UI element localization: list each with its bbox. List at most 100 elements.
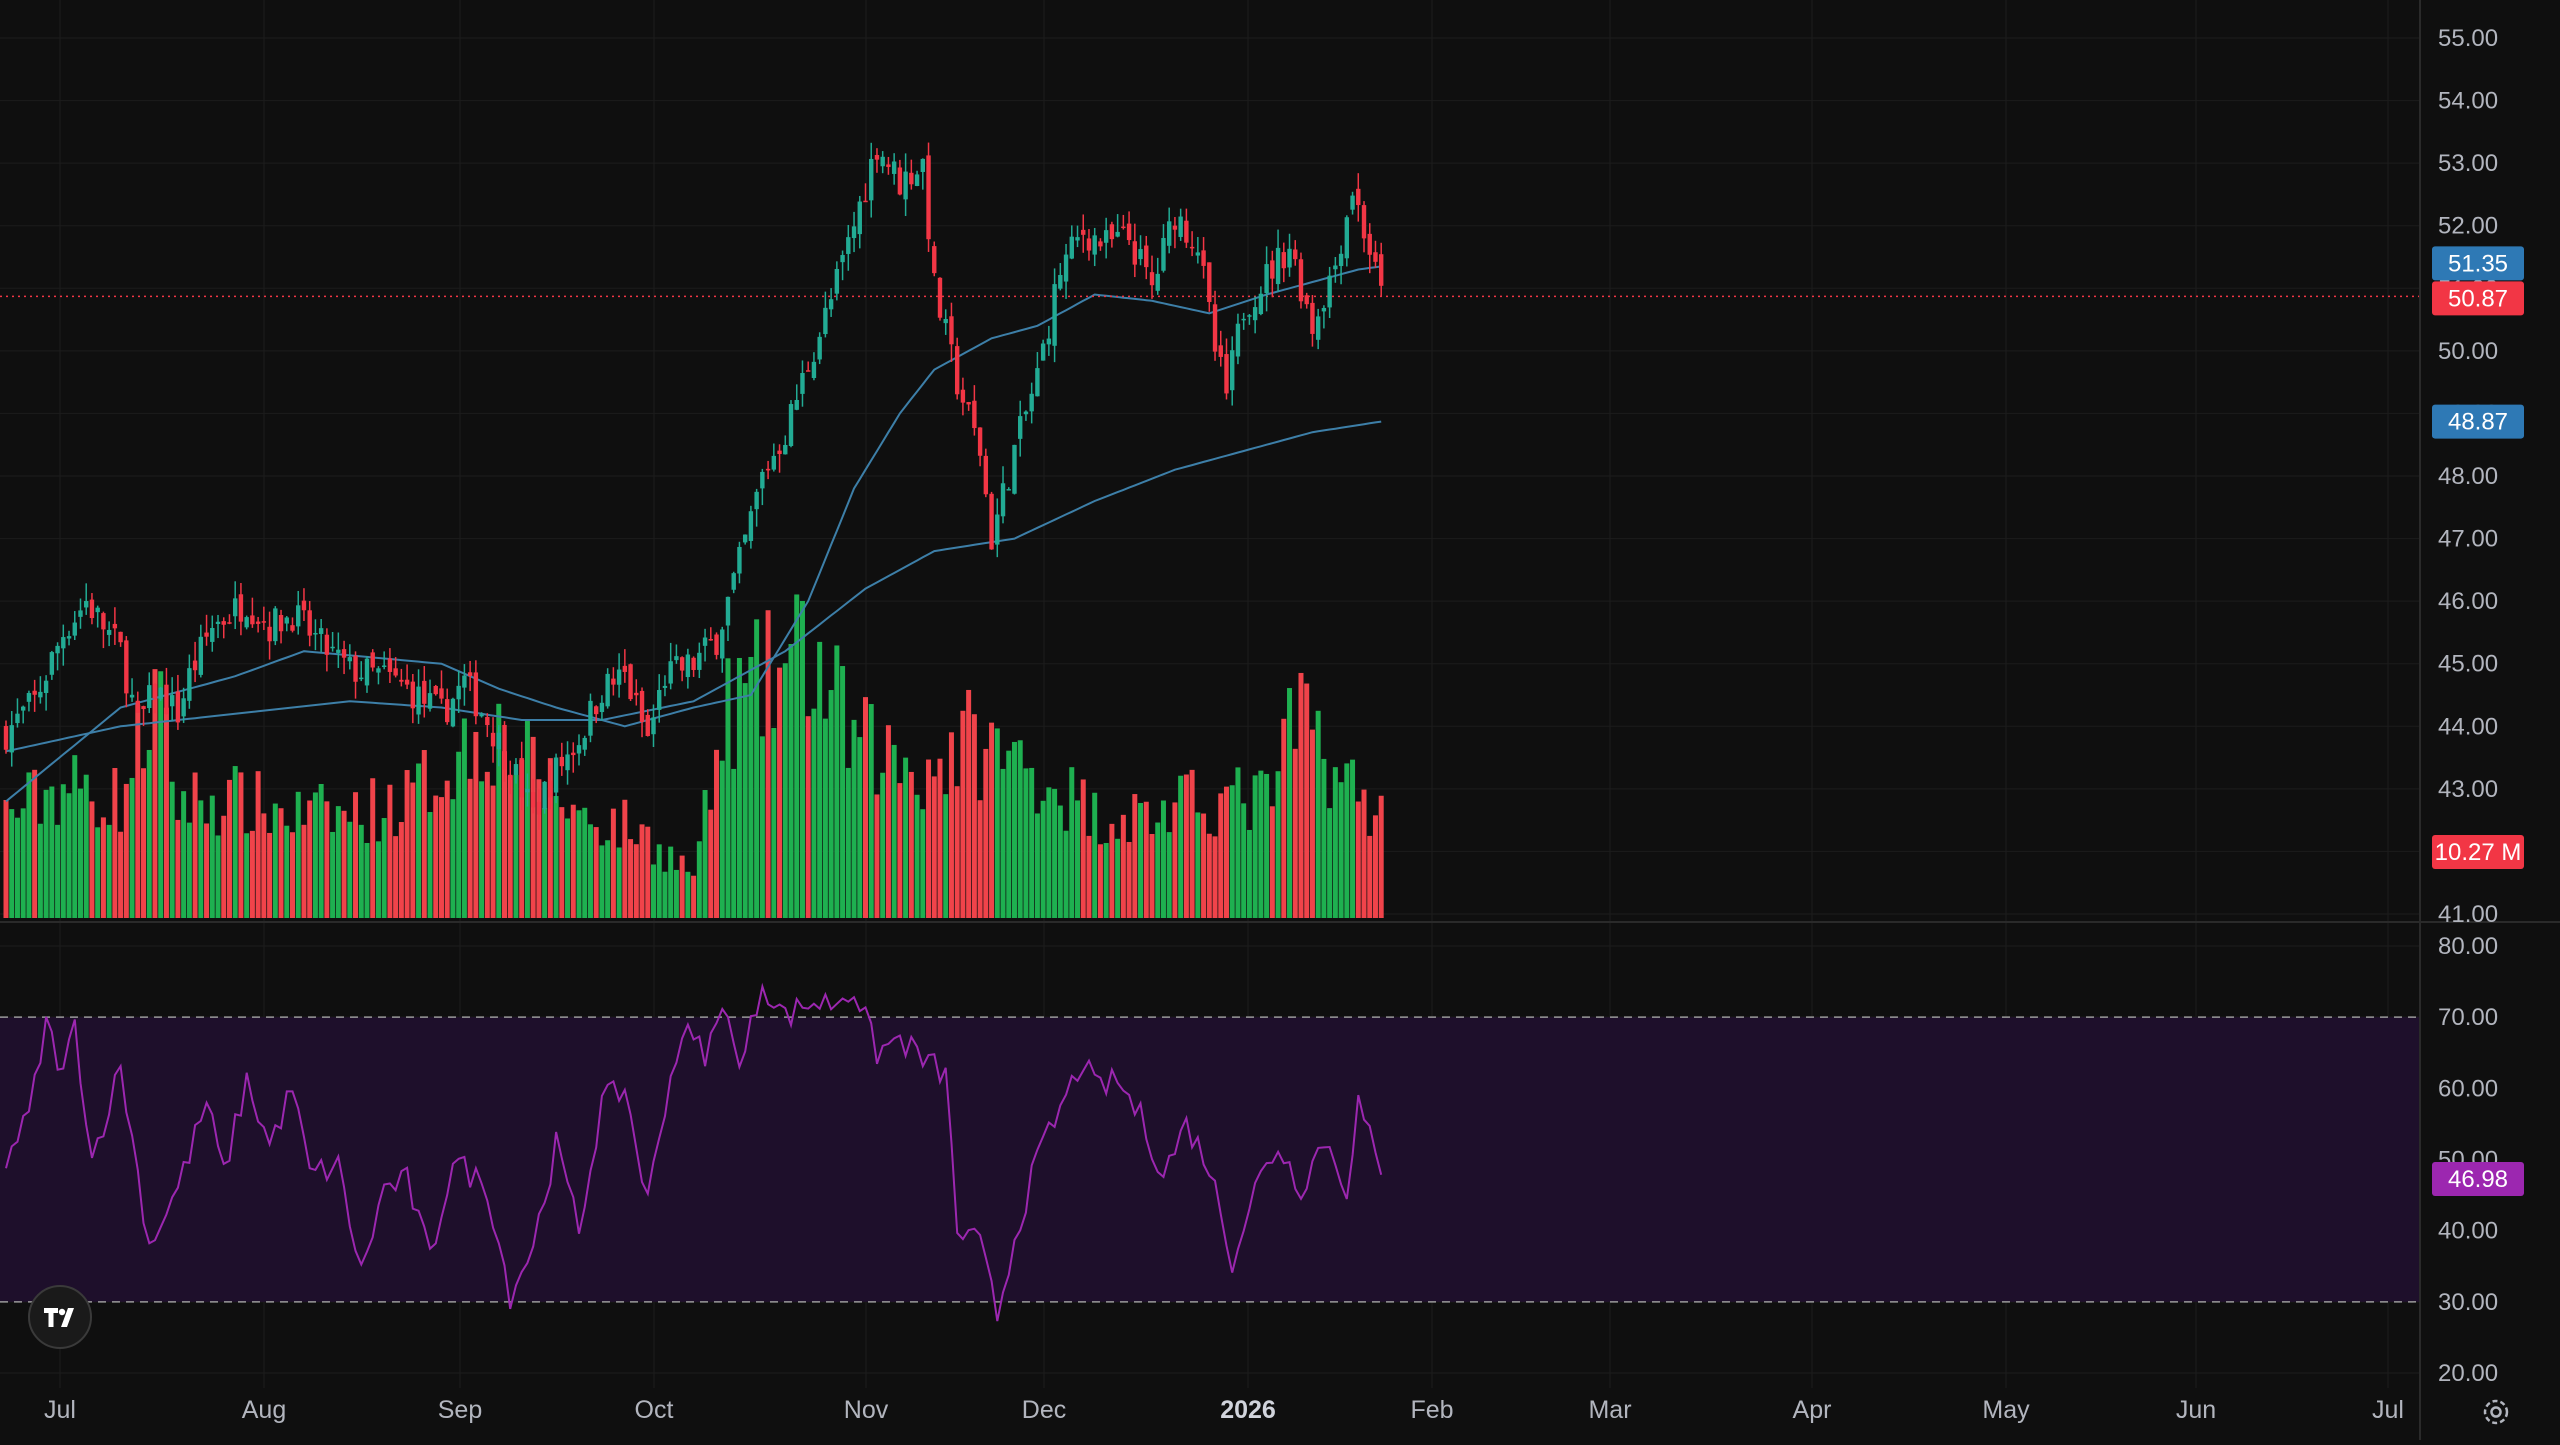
volume-bar xyxy=(754,619,760,918)
candlestick xyxy=(983,448,989,498)
candlestick xyxy=(1338,245,1344,285)
volume-bar xyxy=(89,801,95,918)
candlestick xyxy=(1275,229,1281,292)
candle-body xyxy=(1132,241,1138,265)
candle-body xyxy=(473,672,479,717)
candle-body xyxy=(72,622,77,636)
candlestick xyxy=(1132,223,1138,278)
candlestick xyxy=(834,261,840,301)
volume-bar xyxy=(994,728,1000,918)
candle-body xyxy=(891,161,897,174)
volume-bar xyxy=(1080,779,1086,918)
candlestick xyxy=(828,288,834,317)
candlestick xyxy=(806,361,811,372)
candle-body xyxy=(760,471,765,489)
candlestick xyxy=(124,636,129,708)
candle-body xyxy=(84,600,89,608)
candlestick xyxy=(1252,296,1258,334)
candle-body xyxy=(1040,343,1046,361)
x-tick-label: May xyxy=(1982,1396,2030,1424)
candle-body xyxy=(622,665,628,672)
candle-body xyxy=(593,706,599,715)
candlestick xyxy=(576,734,582,766)
tradingview-logo[interactable] xyxy=(28,1285,92,1349)
candlestick xyxy=(1058,263,1063,291)
candle-body xyxy=(1338,253,1344,267)
volume-bar xyxy=(622,799,628,918)
candlestick xyxy=(880,151,885,174)
candlestick xyxy=(307,601,312,647)
candlestick xyxy=(43,675,49,711)
candlestick xyxy=(513,758,519,784)
volume-bar xyxy=(1143,801,1149,918)
candle-body xyxy=(244,617,249,628)
candle-body xyxy=(1155,273,1160,291)
candlestick xyxy=(175,674,181,730)
candle-body xyxy=(61,637,66,649)
candle-body xyxy=(823,307,828,335)
candlestick xyxy=(611,667,616,696)
candlestick xyxy=(1321,305,1327,329)
candlestick xyxy=(106,621,112,647)
volume-bar xyxy=(450,799,456,918)
volume-bar xyxy=(14,817,20,918)
volume-bar xyxy=(1109,823,1115,918)
candlestick xyxy=(995,498,1000,558)
candle-layer[interactable] xyxy=(3,142,1384,830)
volume-bar xyxy=(673,869,679,918)
volume-bar xyxy=(765,610,771,918)
candle-body xyxy=(903,171,908,200)
volume-bar xyxy=(284,825,290,918)
volume-bar xyxy=(1298,672,1304,918)
candle-body xyxy=(525,788,530,793)
volume-bar xyxy=(416,763,422,918)
candlestick xyxy=(920,158,925,190)
moving-average-slow-line xyxy=(5,420,1382,753)
rsi-layer xyxy=(0,982,2420,1322)
candlestick xyxy=(1356,173,1361,222)
candle-body xyxy=(1333,265,1338,270)
candlestick xyxy=(485,713,490,738)
candle-body xyxy=(1258,293,1264,315)
volume-bar xyxy=(794,594,800,918)
volume-bar xyxy=(731,768,737,918)
candle-body xyxy=(542,781,547,810)
candlestick xyxy=(668,642,673,690)
candlestick xyxy=(536,789,542,830)
candlestick xyxy=(1310,294,1315,347)
volume-bar xyxy=(914,794,920,918)
volume-bar xyxy=(1332,767,1338,918)
volume-bar xyxy=(198,800,204,918)
volume-bar xyxy=(1212,836,1218,918)
volume-bar xyxy=(960,710,966,918)
candle-body xyxy=(1195,252,1201,256)
candle-body xyxy=(32,690,37,695)
candle-body xyxy=(284,617,289,624)
candlestick xyxy=(387,648,393,684)
axis-layer: 55.0054.0053.0052.0051.0050.0049.0048.00… xyxy=(44,0,2498,1440)
candlestick xyxy=(72,611,77,640)
volume-bar xyxy=(375,841,381,918)
candlestick xyxy=(26,690,32,712)
candle-body xyxy=(404,679,410,685)
candlestick xyxy=(1367,223,1372,274)
volume-bar xyxy=(427,812,433,918)
candlestick xyxy=(1344,215,1350,267)
volume-bar xyxy=(628,839,634,918)
volume-bar xyxy=(903,757,909,918)
candle-body xyxy=(318,628,324,634)
candlestick xyxy=(467,660,473,692)
candle-body xyxy=(261,621,267,623)
candle-body xyxy=(851,226,857,239)
settings-gear-icon[interactable] xyxy=(2474,1390,2518,1434)
candlestick xyxy=(1029,382,1034,424)
volume-bar xyxy=(1086,835,1092,918)
candlestick xyxy=(1018,400,1023,457)
candle-body xyxy=(66,636,72,639)
candle-body xyxy=(1184,220,1189,243)
x-tick-label: Oct xyxy=(635,1396,674,1424)
candle-body xyxy=(301,600,307,611)
candlestick xyxy=(823,291,828,338)
